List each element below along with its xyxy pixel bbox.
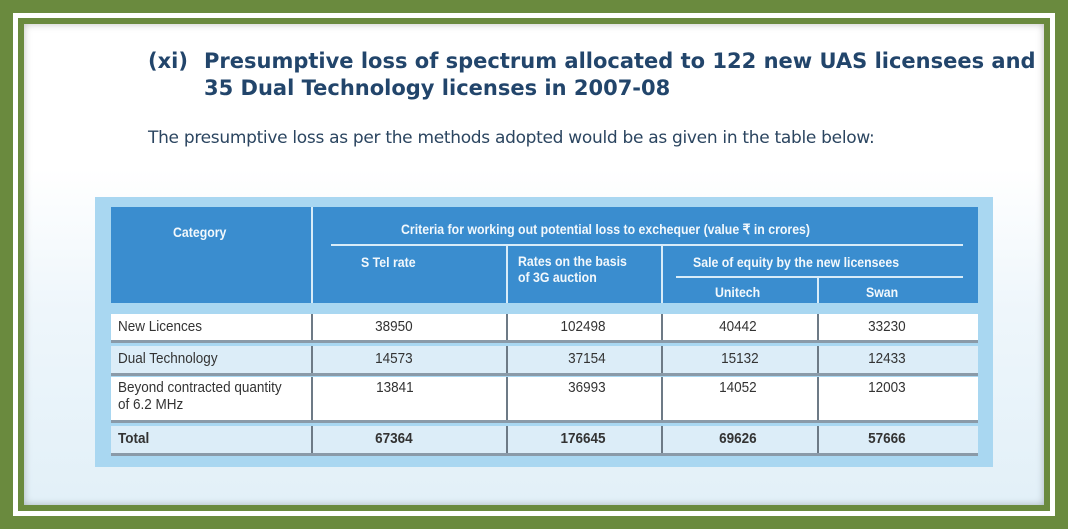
- cell-unitech: 15132: [721, 350, 759, 367]
- cell-swan: 12003: [868, 379, 906, 396]
- cell-swan: 33230: [868, 318, 906, 335]
- table-row: Beyond contracted quantity of 6.2 MHz 13…: [111, 377, 978, 423]
- cell-rates3g: 37154: [568, 350, 606, 367]
- table-row: Dual Technology 14573 37154 15132 12433: [111, 346, 978, 376]
- section-number: (xi): [148, 49, 188, 73]
- header-divider: [311, 207, 313, 303]
- cell-swan: 12433: [868, 350, 906, 367]
- row-category: Beyond contracted quantity: [118, 379, 282, 396]
- loss-table: Category Criteria for working out potent…: [95, 197, 993, 467]
- row-category: Dual Technology: [118, 350, 218, 367]
- cell-unitech: 69626: [719, 430, 757, 447]
- section-heading: (xi) Presumptive loss of spectrum allocat…: [148, 48, 1036, 102]
- row-category-line2: of 6.2 MHz: [118, 396, 184, 413]
- header-divider: [817, 278, 819, 303]
- header-criteria: Criteria for working out potential loss …: [401, 221, 811, 237]
- header-divider: [331, 244, 963, 246]
- cell-stel: 38950: [375, 318, 413, 335]
- table-row: New Licences 38950 102498 40442 33230: [111, 314, 978, 343]
- cell-rates3g: 102498: [560, 318, 606, 335]
- row-category: New Licences: [118, 318, 203, 335]
- header-swan: Swan: [866, 284, 899, 300]
- header-rates-3g-line1: Rates on the basis: [518, 253, 627, 269]
- cell-stel: 67364: [375, 430, 413, 447]
- header-divider: [506, 246, 508, 303]
- header-rates-3g-line2: of 3G auction: [518, 269, 597, 285]
- cell-unitech: 40442: [719, 318, 757, 335]
- header-divider: [661, 246, 663, 303]
- header-stel-rate: S Tel rate: [361, 254, 416, 270]
- header-unitech: Unitech: [715, 284, 761, 300]
- cell-stel: 14573: [375, 350, 413, 367]
- header-equity: Sale of equity by the new licensees: [693, 254, 900, 270]
- row-category: Total: [118, 430, 150, 447]
- header-category: Category: [173, 224, 227, 240]
- document-page: (xi) Presumptive loss of spectrum allocat…: [24, 24, 1044, 505]
- header-divider: [676, 276, 963, 278]
- table-row-total: Total 67364 176645 69626 57666: [111, 426, 978, 456]
- cell-rates3g: 36993: [568, 379, 606, 396]
- cell-rates3g: 176645: [560, 430, 606, 447]
- heading-line-2: 35 Dual Technology licenses in 2007-08: [204, 76, 671, 100]
- cell-swan: 57666: [868, 430, 906, 447]
- table-header: Category Criteria for working out potent…: [111, 207, 978, 303]
- intro-text: The presumptive loss as per the methods …: [148, 128, 875, 148]
- cell-unitech: 14052: [719, 379, 757, 396]
- cell-stel: 13841: [376, 379, 414, 396]
- heading-line-1: Presumptive loss of spectrum allocated t…: [204, 49, 1036, 73]
